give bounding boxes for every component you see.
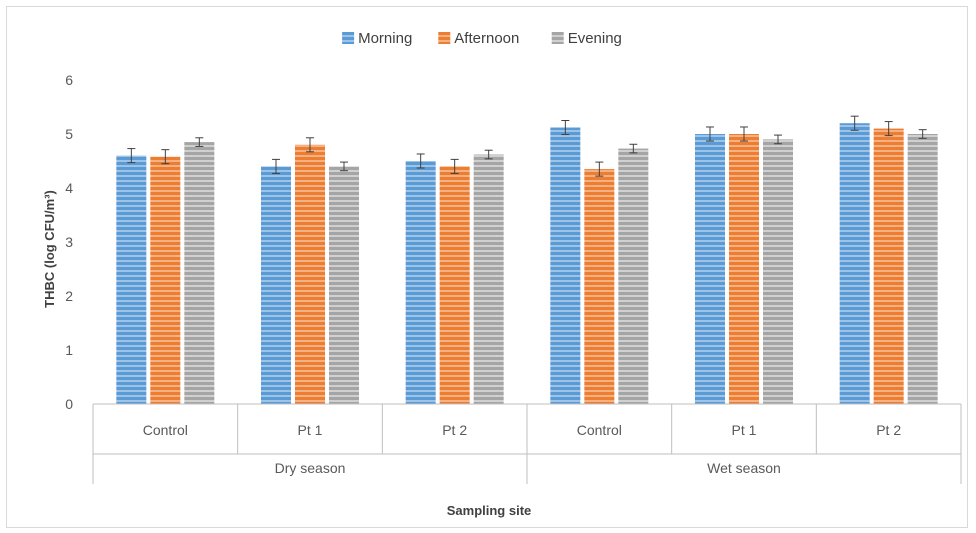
legend-item-morning: Morning xyxy=(342,30,412,47)
error-bar xyxy=(740,126,748,142)
bar-morning xyxy=(261,166,291,404)
chart-frame: Morning Afternoon Evening THBC (log CFU/m³… xyxy=(6,6,968,528)
error-bar xyxy=(629,143,638,154)
x-category-label: Pt 2 xyxy=(442,422,467,438)
x-group-label: Wet season xyxy=(707,460,781,476)
error-bar xyxy=(195,137,204,147)
y-axis-ticks: 0 1 2 3 4 5 6 xyxy=(65,72,73,412)
legend: Morning Afternoon Evening xyxy=(342,30,622,47)
bar-morning xyxy=(695,134,725,404)
bar-evening xyxy=(763,139,793,404)
legend-swatch xyxy=(551,32,564,44)
bar-morning xyxy=(839,123,870,404)
bar-afternoon xyxy=(150,156,181,404)
y-axis-title: THBC (log CFU/m³) xyxy=(42,190,57,308)
error-bar xyxy=(774,134,782,145)
legend-item-afternoon: Afternoon xyxy=(438,30,519,47)
bar-afternoon xyxy=(295,144,325,405)
error-bar xyxy=(127,148,136,164)
error-bar xyxy=(416,153,425,169)
bar-morning xyxy=(405,161,436,404)
bar-evening xyxy=(473,154,504,404)
y-tick-label: 4 xyxy=(65,180,73,196)
error-bar xyxy=(340,161,348,172)
y-tick-label: 1 xyxy=(65,342,73,358)
legend-label: Evening xyxy=(568,30,622,47)
y-tick-label: 3 xyxy=(65,234,73,250)
x-axis: Control Pt 1 Pt 2 Control Pt 1 Pt 2 Dry season… xyxy=(92,403,962,484)
y-tick-label: 5 xyxy=(65,126,73,142)
y-tick-label: 2 xyxy=(65,288,73,304)
error-bar xyxy=(450,158,459,174)
bar-afternoon xyxy=(439,166,470,404)
error-bar xyxy=(706,126,714,142)
legend-label: Morning xyxy=(358,30,412,47)
error-bar xyxy=(595,161,604,177)
bar-chart: Morning Afternoon Evening THBC (log CFU/m³… xyxy=(42,30,962,518)
y-tick-label: 0 xyxy=(65,396,73,412)
error-bar xyxy=(306,137,314,153)
bar-evening xyxy=(184,142,215,404)
x-category-label: Control xyxy=(577,422,622,438)
bar-evening xyxy=(618,148,649,404)
legend-item-evening: Evening xyxy=(551,30,622,47)
error-bar xyxy=(272,158,280,174)
y-tick-label: 6 xyxy=(65,72,73,88)
error-bar xyxy=(884,121,893,137)
x-category-label: Pt 2 xyxy=(876,422,901,438)
error-bar xyxy=(850,115,859,131)
error-bar xyxy=(561,120,570,136)
bar-evening xyxy=(907,134,938,404)
bar-afternoon xyxy=(584,169,615,404)
error-bar xyxy=(161,149,170,165)
x-axis-title: Sampling site xyxy=(447,503,532,518)
legend-label: Afternoon xyxy=(454,30,519,47)
error-bars xyxy=(127,115,927,177)
x-group-label: Dry season xyxy=(275,460,346,476)
bar-afternoon xyxy=(729,134,759,404)
error-bar xyxy=(484,149,493,160)
x-category-label: Control xyxy=(143,422,188,438)
error-bar xyxy=(918,129,927,139)
bar-morning xyxy=(116,155,147,404)
bar-morning xyxy=(550,127,581,405)
bar-evening xyxy=(329,166,359,404)
x-category-label: Pt 1 xyxy=(298,422,323,438)
legend-swatch xyxy=(438,32,451,44)
legend-swatch xyxy=(342,32,355,44)
bars xyxy=(116,123,938,405)
bar-afternoon xyxy=(873,128,904,404)
x-category-label: Pt 1 xyxy=(732,422,757,438)
